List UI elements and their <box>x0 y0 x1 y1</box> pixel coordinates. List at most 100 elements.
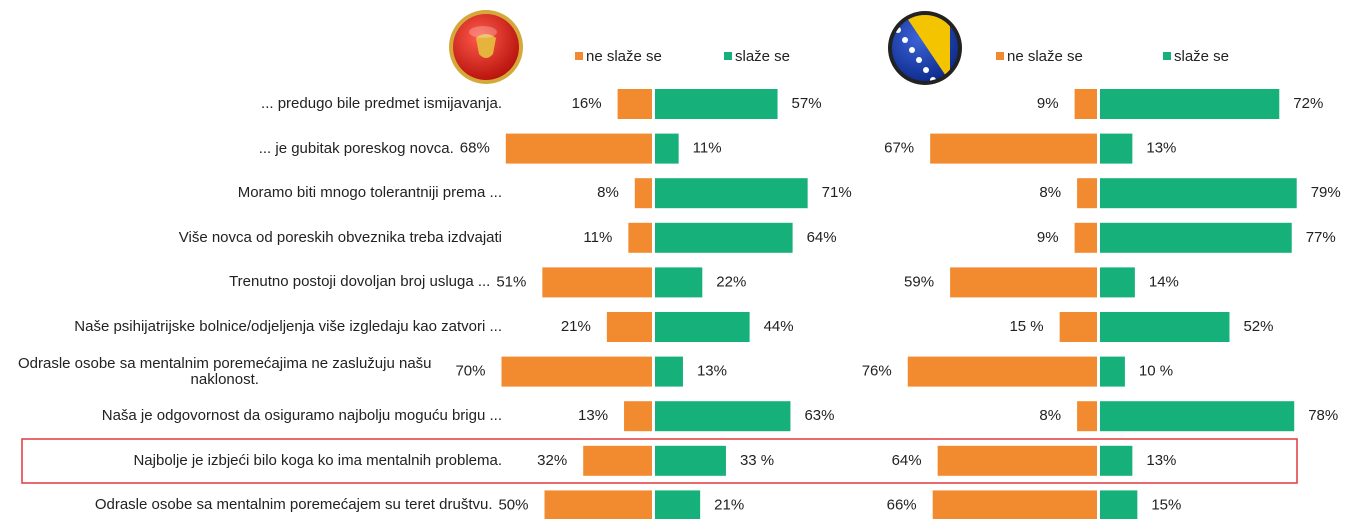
category-label: Odrasle osobe sa mentalnim poremećajem s… <box>94 496 493 514</box>
bar-disagree <box>1074 222 1097 253</box>
value-label: 71% <box>822 184 852 201</box>
bar-agree <box>1100 356 1125 387</box>
bar-disagree <box>634 178 652 209</box>
category-label: Odrasle osobe sa mentalnim poremećajima … <box>17 354 432 388</box>
bar-agree <box>655 356 683 387</box>
bar-disagree <box>932 490 1097 519</box>
value-label: 32% <box>537 452 567 469</box>
legend-label: slaže se <box>735 48 790 65</box>
bar-agree <box>1100 267 1135 298</box>
bar-disagree <box>606 312 652 342</box>
bar-agree <box>1100 490 1138 519</box>
bar-agree <box>1100 222 1292 253</box>
legend-swatch <box>1163 52 1171 60</box>
value-label: 33 % <box>740 452 774 469</box>
bar-agree <box>655 445 726 476</box>
bar-agree <box>1100 133 1133 164</box>
bar-disagree <box>1077 401 1097 432</box>
bar-disagree <box>950 267 1097 298</box>
category-label: ... predugo bile predmet ismijavanja. <box>261 95 502 112</box>
value-label: 11% <box>583 229 612 246</box>
value-label: 9% <box>1037 229 1059 246</box>
bar-disagree <box>1077 178 1097 209</box>
flag-montenegro <box>449 10 523 84</box>
category-label: ... je gubitak poreskog novca. <box>258 139 454 157</box>
value-label: 15 % <box>1009 318 1043 335</box>
value-label: 63% <box>804 407 834 424</box>
value-label: 78% <box>1308 407 1338 424</box>
value-label: 76% <box>862 363 892 380</box>
value-label: 52% <box>1243 318 1273 335</box>
bar-disagree <box>544 490 652 519</box>
bar-agree <box>655 222 793 253</box>
category-label: Više novca od poreskih obveznika treba i… <box>178 228 502 246</box>
value-label: 66% <box>887 496 917 513</box>
value-label: 21% <box>714 496 744 513</box>
value-label: 9% <box>1037 95 1059 112</box>
category-label: Naše psihijatrijske bolnice/odjeljenja v… <box>74 318 502 335</box>
bar-agree <box>1100 178 1297 209</box>
category-label: Naša je odgovornost da osiguramo najbolj… <box>101 407 502 425</box>
legend-swatch <box>575 52 583 60</box>
value-label: 64% <box>892 452 922 469</box>
value-label: 22% <box>716 273 746 290</box>
bar-disagree <box>1059 312 1097 342</box>
value-label: 13% <box>1146 452 1176 469</box>
bar-disagree <box>1074 89 1097 119</box>
value-label: 21% <box>561 318 591 335</box>
bar-agree <box>1100 312 1230 342</box>
legend-swatch <box>996 52 1004 60</box>
value-label: 67% <box>884 140 914 157</box>
value-label: 50% <box>498 496 528 513</box>
legend-swatch <box>724 52 732 60</box>
legend-label: slaže se <box>1174 48 1229 65</box>
category-label: Trenutno postoji dovoljan broj usluga ..… <box>229 273 491 291</box>
value-label: 10 % <box>1139 363 1173 380</box>
bar-agree <box>655 267 703 298</box>
bar-disagree <box>505 133 652 164</box>
bar-disagree <box>617 89 652 119</box>
value-label: 68% <box>460 140 490 157</box>
value-label: 64% <box>807 229 837 246</box>
value-label: 8% <box>1039 184 1061 201</box>
value-label: 14% <box>1149 273 1179 290</box>
value-label: 59% <box>904 273 934 290</box>
bar-agree <box>655 133 679 164</box>
bar-agree <box>655 89 778 119</box>
bar-agree <box>655 490 701 519</box>
value-label: 44% <box>764 318 794 335</box>
bar-disagree <box>583 445 652 476</box>
bar-agree <box>655 312 750 342</box>
value-label: 72% <box>1293 95 1323 112</box>
highlight-box <box>21 438 1298 484</box>
category-label: Najbolje je izbjeći bilo koga ko ima men… <box>133 451 502 469</box>
value-label: 11% <box>693 140 722 157</box>
legend-label: ne slaže se <box>1007 48 1083 65</box>
value-label: 8% <box>597 184 619 201</box>
bar-agree <box>655 178 808 209</box>
bar-agree <box>1100 89 1280 119</box>
category-label: Moramo biti mnogo tolerantniji prema ... <box>237 184 502 202</box>
bar-disagree <box>937 445 1097 476</box>
value-label: 13% <box>578 407 608 424</box>
value-label: 15% <box>1151 496 1181 513</box>
bar-disagree <box>907 356 1097 387</box>
value-label: 70% <box>455 363 485 380</box>
bar-disagree <box>542 267 652 298</box>
value-label: 51% <box>496 273 526 290</box>
value-label: 57% <box>792 95 822 112</box>
bar-disagree <box>624 401 652 432</box>
bar-disagree <box>930 133 1097 164</box>
bar-agree <box>655 401 791 432</box>
value-label: 79% <box>1311 184 1341 201</box>
bar-agree <box>1100 445 1133 476</box>
value-label: 13% <box>1146 140 1176 157</box>
value-label: 77% <box>1306 229 1336 246</box>
bar-agree <box>1100 401 1295 432</box>
bar-disagree <box>628 222 652 253</box>
value-label: 16% <box>572 95 602 112</box>
value-label: 13% <box>697 363 727 380</box>
flag-bosnia <box>888 11 962 85</box>
